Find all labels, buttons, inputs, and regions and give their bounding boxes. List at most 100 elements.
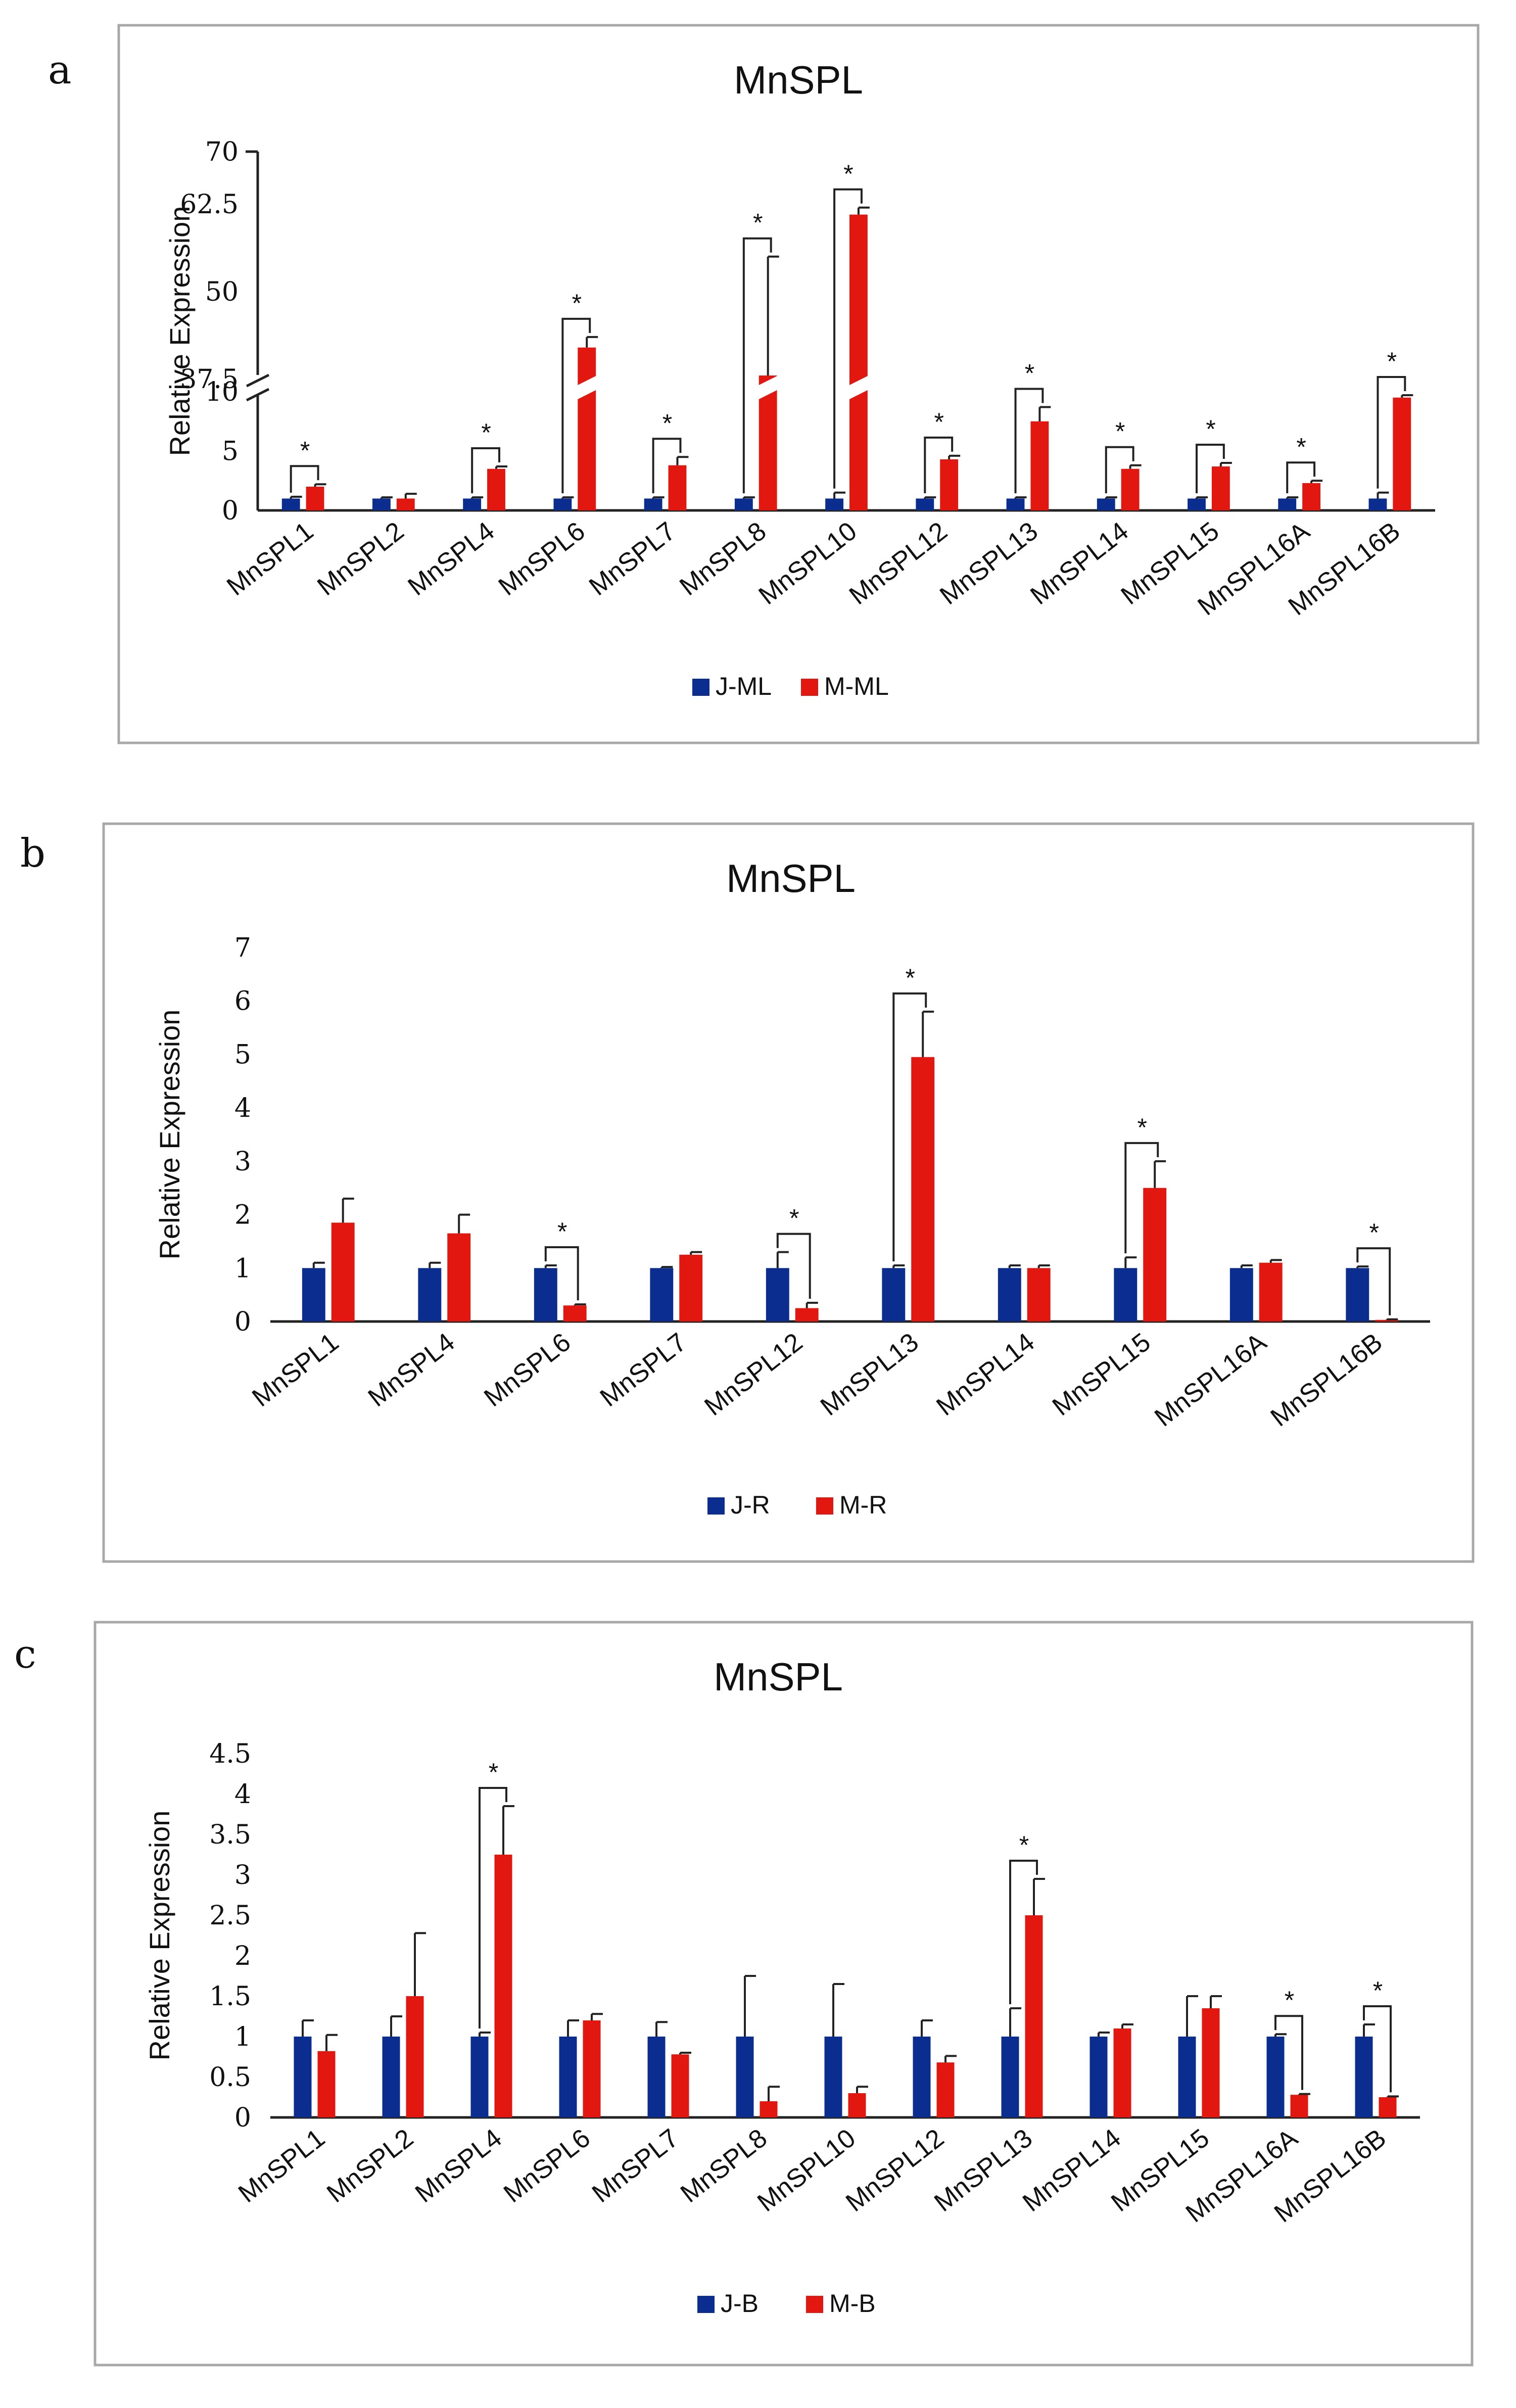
panel-a-y-tick-label: 37.5 [180,364,239,395]
panel-a-y-tick-label: 70 [205,137,239,167]
panel-a-bar-M-ML-MnSPL16B [1393,397,1411,510]
panel-c-bar-J-B-MnSPL4 [470,2037,489,2117]
panel-a-significance-bracket-MnSPL15 [1196,444,1225,494]
panel-c-significance-bracket-MnSPL16A [1274,2015,1303,2090]
panel-a-bar-M-ML-MnSPL10 [849,214,868,511]
panel-b-significance-star-MnSPL6: * [557,1217,567,1246]
panel-a-bar-M-ML-MnSPL12 [940,459,959,510]
panel-a-bar-J-ML-MnSPL7 [644,498,662,510]
panel-a-legend-swatch-J-ML [692,679,709,696]
panel-a-bar-J-ML-MnSPL6 [553,498,572,510]
panel-a-legend-label-J-ML: J-ML [716,672,772,700]
panel-a-bar-J-ML-MnSPL4 [463,498,482,510]
panel-c-bar-J-B-MnSPL8 [736,2037,754,2117]
panel-b-ylabel: Relative Expression [154,1010,185,1260]
panel-c-bar-M-B-MnSPL16A [1290,2095,1308,2117]
panel-b-bar-J-R-MnSPL7 [650,1268,674,1321]
panel-a-significance-star-MnSPL1: * [300,436,310,464]
panel-b-y-tick-label: 6 [234,986,251,1017]
panel-a-bar-break-MnSPL10 [847,375,870,400]
panel-b-bar-M-R-MnSPL15 [1143,1188,1167,1321]
panel-a-bar-J-ML-MnSPL14 [1097,498,1115,510]
panel-c-category-label-MnSPL7: MnSPL7 [587,2123,684,2209]
panel-c-y-tick-label: 4.5 [209,1739,251,1769]
panel-a-significance-star-MnSPL14: * [1115,417,1125,446]
panel-b-y-tick-label: 7 [234,933,251,963]
panel-a-bar-M-ML-MnSPL16A [1302,483,1320,510]
panel-a-significance-star-MnSPL7: * [662,409,672,437]
panel-b-y-tick-label: 0 [234,1307,251,1337]
panel-c-bar-M-B-MnSPL12 [936,2062,955,2117]
panel-a-category-label-MnSPL7: MnSPL7 [584,516,681,602]
panel-a-bar-break-MnSPL6 [576,375,598,400]
panel-b-significance-star-MnSPL15: * [1138,1113,1147,1142]
panel-c-bar-J-B-MnSPL15 [1178,2037,1196,2117]
panel-c-legend-label-J-B: J-B [721,2289,759,2318]
panel-a-bar-break-MnSPL8 [756,375,779,400]
panel-a-bar-M-ML-MnSPL14 [1121,468,1140,510]
panel-a-category-label-MnSPL6: MnSPL6 [493,516,591,602]
panel-a-bar-M-ML-MnSPL4 [487,468,505,510]
panel-a-bar-J-ML-MnSPL15 [1188,498,1206,510]
panel-c-bar-M-B-MnSPL4 [494,1855,512,2117]
panel-c-bar-M-B-MnSPL2 [406,1996,424,2117]
panel-c-y-tick-label: 1.5 [209,1981,251,2012]
panel-b-y-tick-label: 1 [234,1253,251,1284]
panel-b-significance-star-MnSPL12: * [789,1204,799,1233]
panel-c-significance-star-MnSPL4: * [489,1758,498,1786]
panel-a-legend-label-M-ML: M-ML [824,672,889,700]
panel-a-significance-bracket-MnSPL16B [1377,376,1406,489]
panel-c-frame [93,1621,1474,2367]
panel-a-y-tick-label: 50 [205,277,239,307]
panel-a-bar-M-ML-MnSPL13 [1030,421,1049,510]
panel-b-bar-M-R-MnSPL14 [1027,1268,1051,1321]
panel-c-bar-M-B-MnSPL7 [671,2054,689,2117]
panel-a-bar-M-ML-MnSPL7 [668,465,687,510]
panel-a-axis-break-mark [246,373,270,388]
panel-a-significance-star-MnSPL12: * [934,408,943,436]
panel-a-title: MnSPL [734,58,863,102]
panel-c-bar-J-B-MnSPL10 [824,2037,842,2117]
panel-b-legend-label-M-R: M-R [839,1491,887,1519]
panel-a-bar-M-ML-MnSPL15 [1211,466,1230,510]
panel-c-category-label-MnSPL1: MnSPL1 [233,2123,330,2209]
panel-a-significance-star-MnSPL6: * [572,289,582,317]
panel-c-bar-J-B-MnSPL16B [1355,2037,1373,2117]
panel-b-significance-bracket-MnSPL6 [544,1246,579,1301]
panel-c-title: MnSPL [714,1655,843,1699]
panel-a-bar-M-ML-MnSPL2 [396,498,415,510]
panel-b-bar-J-R-MnSPL13 [882,1268,906,1321]
panel-a-significance-star-MnSPL4: * [481,418,491,447]
panel-c-legend-swatch-M-B [806,2296,823,2313]
panel-b-bar-M-R-MnSPL12 [795,1308,819,1321]
panel-c-category-label-MnSPL12: MnSPL12 [840,2123,950,2217]
panel-b-significance-bracket-MnSPL13 [892,992,927,1261]
panel-c-y-tick-label: 2.5 [209,1901,251,1931]
panel-a-significance-star-MnSPL10: * [843,160,853,188]
panel-b-y-tick-label: 5 [234,1040,251,1070]
panel-c-y-tick-label: 1 [234,2022,251,2052]
panel-c-bar-M-B-MnSPL10 [848,2093,866,2117]
panel-a-ylabel: Relative Expression [164,206,196,456]
panel-b-frame [102,822,1475,1563]
panel-b-title: MnSPL [726,856,856,901]
panel-a-category-label-MnSPL1: MnSPL1 [221,516,319,602]
panel-b-bar-J-R-MnSPL15 [1114,1268,1138,1321]
panel-c-significance-bracket-MnSPL16B [1363,2005,1392,2093]
panel-c-letter: c [14,1632,36,1677]
panel-b-bar-M-R-MnSPL4 [447,1233,471,1321]
panel-b-bar-J-R-MnSPL1 [302,1268,325,1321]
panel-c-bar-J-B-MnSPL7 [647,2037,666,2117]
panel-c-bar-M-B-MnSPL13 [1025,1915,1043,2117]
panel-a-bar-J-ML-MnSPL2 [372,498,391,510]
panel-c-bar-M-B-MnSPL8 [760,2101,778,2117]
panel-b-category-label-MnSPL7: MnSPL7 [595,1328,692,1413]
panel-a-significance-bracket-MnSPL16A [1286,461,1316,494]
panel-c-bar-M-B-MnSPL14 [1113,2028,1131,2117]
panel-c-significance-star-MnSPL13: * [1019,1831,1029,1859]
panel-c-significance-star-MnSPL16A: * [1285,1986,1294,2014]
panel-c-bar-J-B-MnSPL12 [913,2037,931,2117]
panel-c-bar-M-B-MnSPL15 [1202,2008,1220,2117]
panel-a-letter: a [48,48,72,93]
panel-c-y-tick-label: 0 [234,2103,251,2133]
